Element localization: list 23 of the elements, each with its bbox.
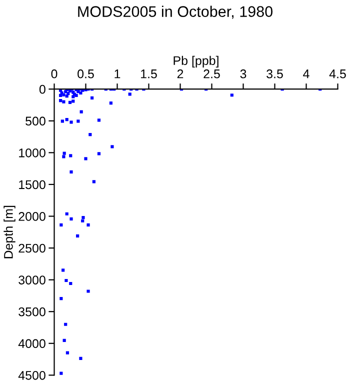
x-tick-label: 3 xyxy=(240,69,246,78)
x-tick-label: 3.5 xyxy=(266,69,283,78)
x-tick-label: 0.5 xyxy=(78,69,94,78)
chart-title: MODS2005 in October, 1980 xyxy=(78,6,272,19)
x-tick-label: 2.5 xyxy=(204,69,220,78)
x-tick-label: 1 xyxy=(114,70,120,78)
y-tick-label: 1500 xyxy=(19,180,46,190)
y-tick-label: 1000 xyxy=(19,148,46,158)
x-tick-label: 1.5 xyxy=(141,70,157,78)
x-tick-label: 0 xyxy=(51,69,58,78)
y-axis-title: Depth [m] xyxy=(4,206,16,258)
x-tick-label: 4 xyxy=(303,70,310,78)
y-tick-label: 0 xyxy=(39,84,46,94)
y-tick-label: 2000 xyxy=(18,212,46,221)
y-tick-label: 3500 xyxy=(18,307,46,316)
x-tick-label: 2 xyxy=(177,69,184,78)
y-tick-label: 4500 xyxy=(18,370,46,380)
x-tick-label: 4.5 xyxy=(329,70,346,78)
y-tick-label: 2500 xyxy=(18,244,46,253)
y-tick-label: 3000 xyxy=(18,276,46,284)
y-tick-label: 4000 xyxy=(18,339,46,348)
x-axis-title: Pb [ppb] xyxy=(174,56,218,68)
y-tick-label: 500 xyxy=(26,116,46,126)
